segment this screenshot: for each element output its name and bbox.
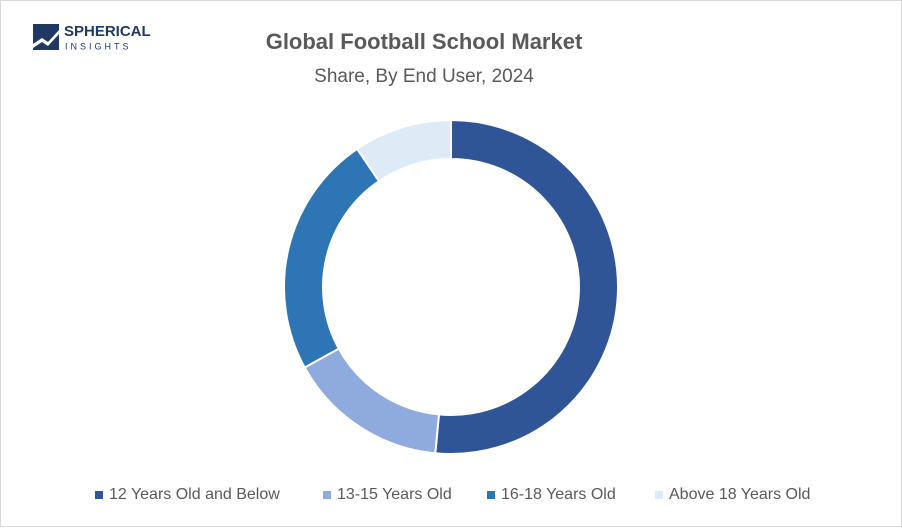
legend-label: 12 Years Old and Below bbox=[109, 486, 280, 503]
legend-swatch bbox=[655, 491, 663, 499]
chart-subtitle: Share, By End User, 2024 bbox=[314, 66, 534, 87]
logo: SPHERICAL INSIGHTS bbox=[33, 23, 151, 51]
legend-swatch bbox=[487, 491, 495, 499]
logo-mark bbox=[33, 30, 59, 48]
legend-label: 16-18 Years Old bbox=[501, 486, 616, 503]
chart-title: Global Football School Market bbox=[266, 29, 583, 54]
legend-label: 13-15 Years Old bbox=[337, 486, 452, 503]
legend-swatch bbox=[95, 491, 103, 499]
logo-tagline: INSIGHTS bbox=[65, 41, 132, 51]
donut-slice bbox=[434, 118, 619, 455]
donut-slice bbox=[355, 118, 452, 183]
legend-swatch bbox=[323, 491, 331, 499]
legend-label: Above 18 Years Old bbox=[669, 486, 810, 503]
logo-name: SPHERICAL bbox=[64, 23, 151, 40]
